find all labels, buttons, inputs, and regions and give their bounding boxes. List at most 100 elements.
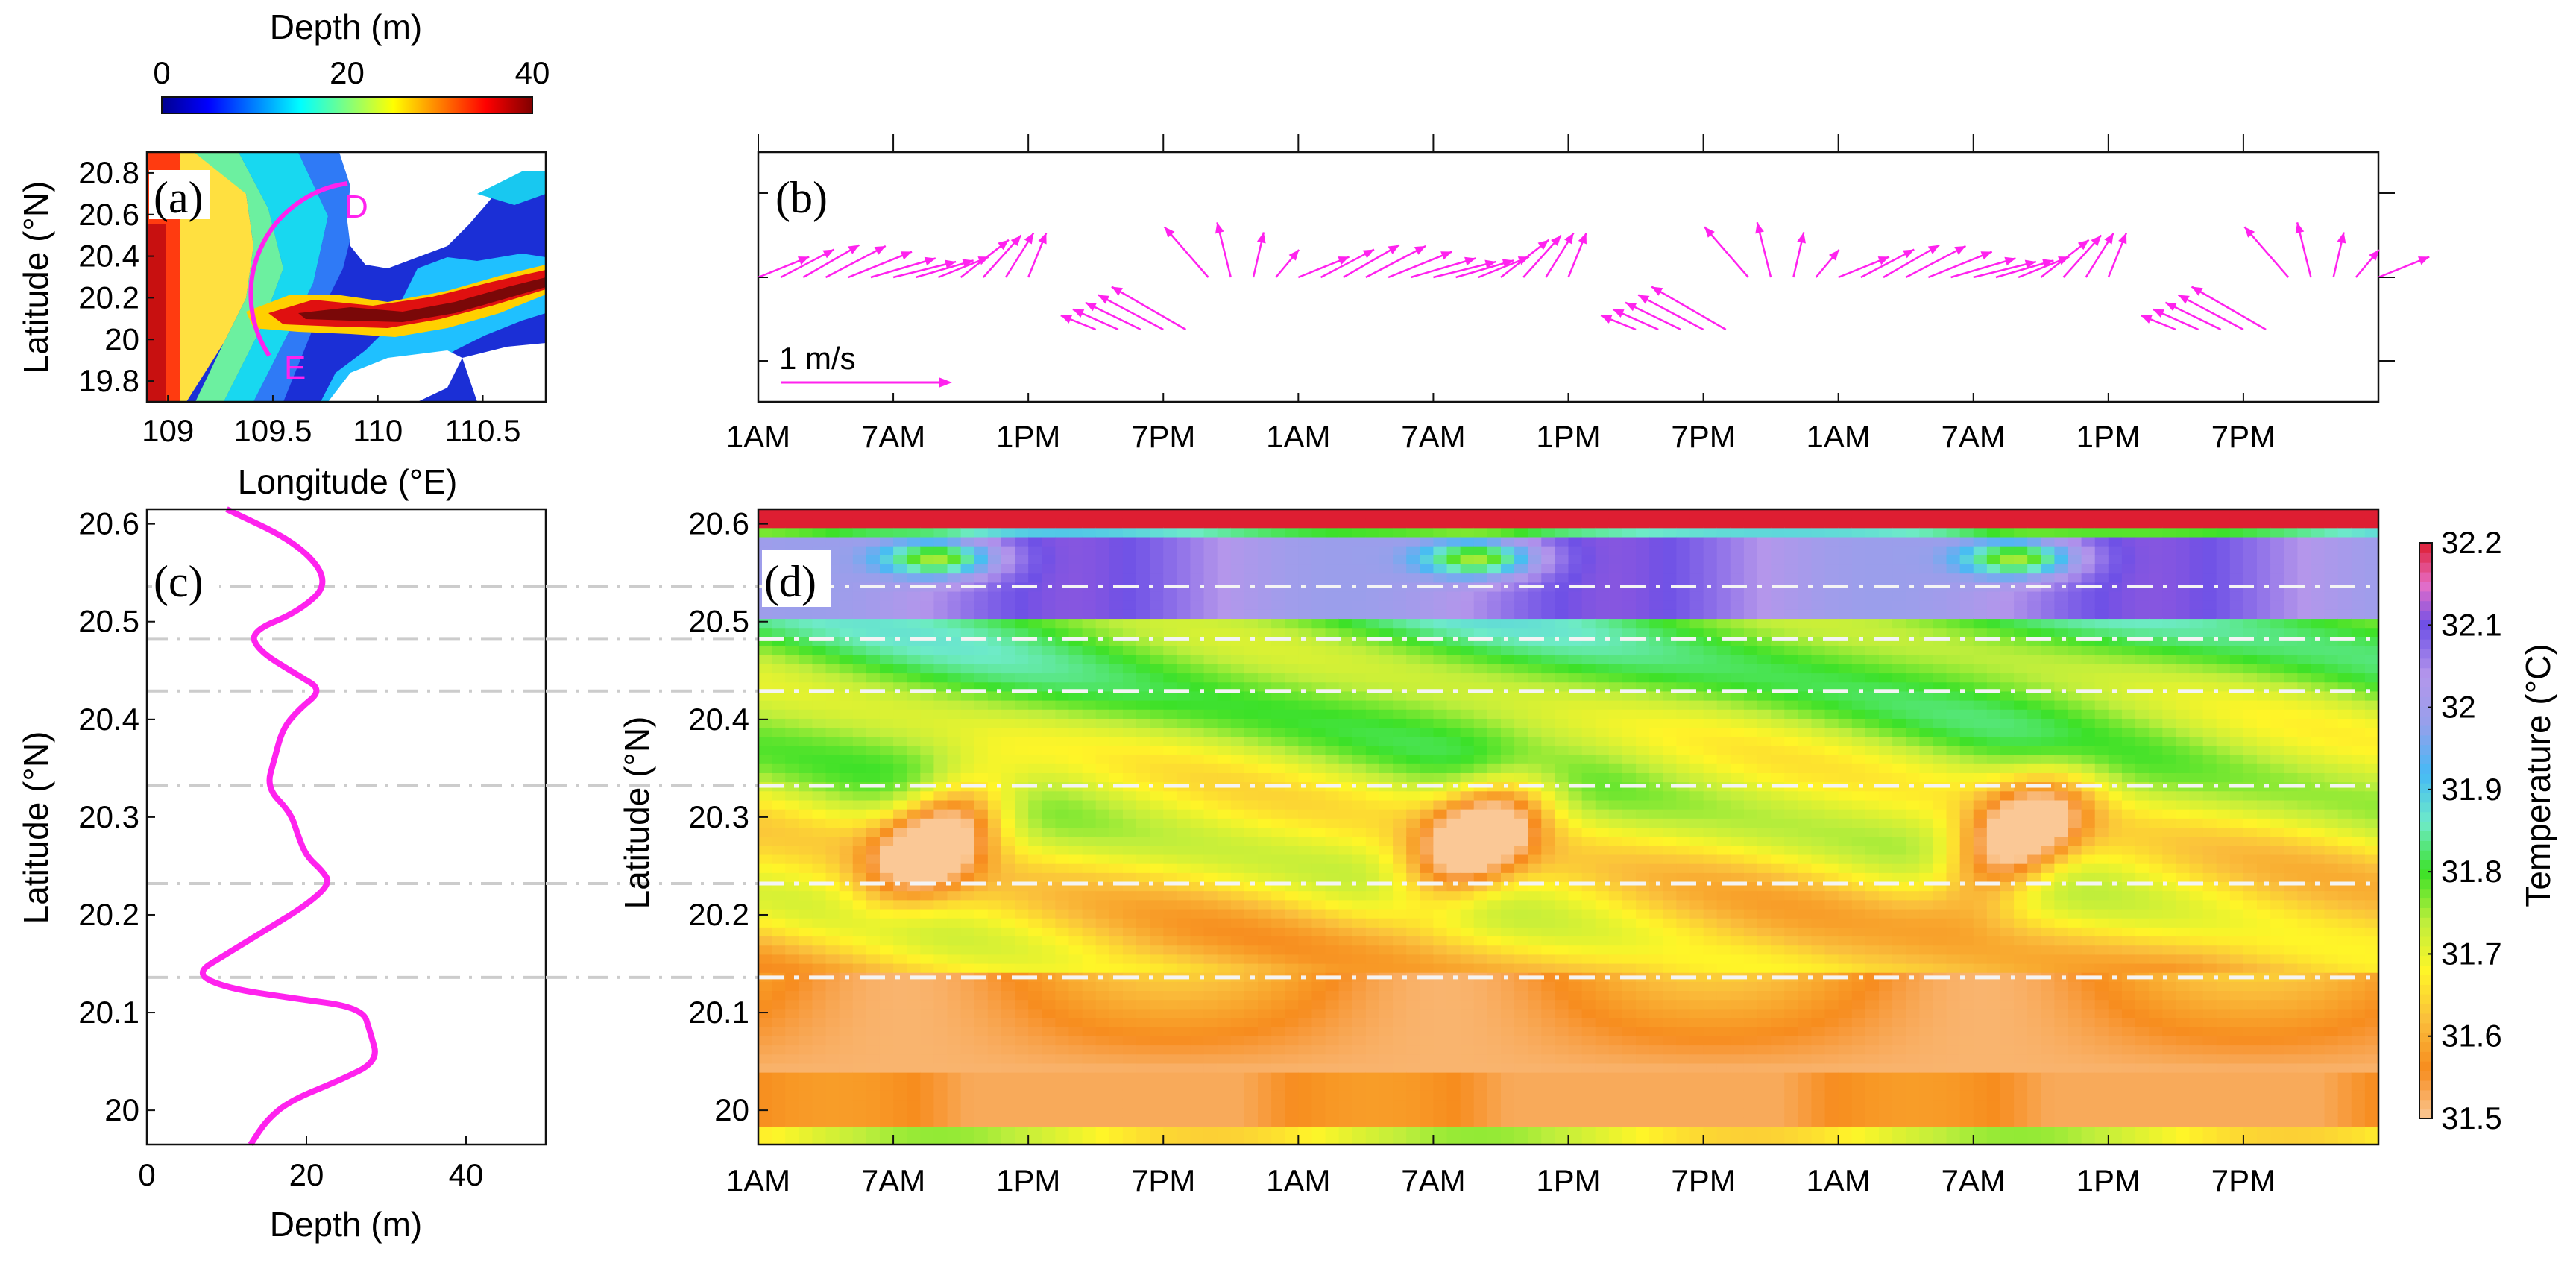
heatmap-cell [1649, 1035, 1664, 1046]
heatmap-cell [1190, 863, 1205, 873]
heatmap-cell [879, 690, 895, 701]
heatmap-cell [1473, 1008, 1488, 1018]
heatmap-cell [1406, 917, 1421, 928]
heatmap-cell [1109, 564, 1124, 574]
heatmap-cell [1365, 736, 1380, 746]
heatmap-cell [1446, 1135, 1461, 1145]
heatmap-cell [907, 999, 922, 1010]
heatmap-cell [1028, 708, 1043, 719]
heatmap-cell [866, 1026, 881, 1036]
heatmap-cell [1109, 808, 1124, 819]
heatmap-cell [1365, 1026, 1380, 1036]
heatmap-cell [758, 1117, 773, 1127]
heatmap-cell [933, 1080, 948, 1091]
heatmap-cell [825, 872, 840, 883]
heatmap-cell [1379, 745, 1394, 755]
heatmap-cell [1581, 673, 1596, 683]
heatmap-cell [1338, 545, 1353, 555]
heatmap-cell [1122, 1080, 1138, 1091]
heatmap-cell [866, 509, 881, 520]
heatmap-cell [758, 854, 773, 864]
heatmap-cell [1473, 945, 1488, 955]
heatmap-cell [987, 717, 1002, 728]
heatmap-cell [772, 627, 787, 637]
heatmap-cell [1420, 654, 1435, 664]
heatmap-cell [825, 890, 840, 901]
heatmap-cell [1150, 954, 1165, 964]
heatmap-cell [1163, 608, 1178, 620]
heatmap-cell [947, 582, 962, 592]
heatmap-cell [1622, 1017, 1637, 1027]
heatmap-cell [879, 1026, 895, 1036]
heatmap-cell [812, 1080, 827, 1091]
heatmap-cell [1636, 808, 1651, 819]
heatmap-cell [1244, 1026, 1259, 1036]
heatmap-cell [1406, 745, 1421, 755]
heatmap-cell [893, 527, 908, 538]
heatmap-cell [1109, 717, 1124, 728]
heatmap-cell [1244, 1035, 1259, 1046]
heatmap-cell [1163, 654, 1178, 664]
heatmap-cell [1393, 1108, 1408, 1118]
heatmap-cell [1581, 836, 1596, 846]
heatmap-cell [920, 936, 935, 946]
heatmap-cell [1365, 545, 1380, 555]
heatmap-cell [1636, 727, 1651, 737]
heatmap-cell [1473, 917, 1488, 928]
heatmap-cell [1365, 627, 1380, 637]
heatmap-cell [1636, 1035, 1651, 1046]
heatmap-cell [785, 608, 800, 620]
heatmap-cell [1352, 627, 1367, 637]
heatmap-cell [974, 963, 989, 973]
heatmap-cell [1514, 763, 1529, 773]
heatmap-cell [1555, 990, 1569, 1001]
heatmap-cell [1568, 654, 1583, 664]
heatmap-cell [1258, 899, 1273, 910]
heatmap-cell [1352, 1126, 1367, 1136]
heatmap-cell [799, 1117, 813, 1127]
heatmap-cell [1244, 663, 1259, 674]
heatmap-cell [1015, 618, 1030, 629]
heatmap-cell [772, 690, 787, 701]
heatmap-cell [947, 1080, 962, 1091]
heatmap-cell [1649, 745, 1664, 755]
heatmap-cell [947, 708, 962, 719]
heatmap-cell [1055, 1108, 1070, 1118]
heatmap-cell [1042, 790, 1056, 801]
heatmap-cell [1663, 1126, 1678, 1136]
heatmap-cell [1298, 554, 1313, 565]
heatmap-cell [1122, 980, 1138, 992]
heatmap-cell [1095, 554, 1110, 565]
heatmap-cell [1473, 899, 1488, 910]
heatmap-cell [1393, 582, 1408, 592]
heatmap-cell [1555, 808, 1569, 819]
heatmap-cell [1177, 545, 1191, 555]
heatmap-cell [987, 945, 1002, 955]
heatmap-cell [1244, 863, 1259, 873]
heatmap-cell [1379, 1026, 1394, 1036]
heatmap-cell [1082, 936, 1097, 946]
heatmap-cell [1055, 518, 1070, 529]
heatmap-cell [1433, 536, 1448, 547]
heatmap-cell [1082, 608, 1097, 620]
heatmap-cell [1514, 845, 1529, 855]
heatmap-cell [1217, 717, 1232, 728]
heatmap-cell [1568, 936, 1583, 946]
heatmap-cell [1095, 673, 1110, 683]
heatmap-cell [960, 1126, 975, 1136]
heatmap-cell [1541, 1117, 1556, 1127]
heatmap-cell [933, 1135, 948, 1145]
heatmap-cell [1136, 908, 1151, 919]
heatmap-cell [1581, 681, 1596, 692]
heatmap-cell [879, 872, 895, 883]
heatmap-cell [933, 627, 948, 637]
heatmap-cell [799, 509, 813, 520]
heatmap-cell [1555, 699, 1569, 710]
heatmap-cell [1285, 863, 1300, 873]
heatmap-cell [1001, 908, 1016, 919]
heatmap-cell [1379, 727, 1394, 737]
heatmap-cell [907, 727, 922, 737]
heatmap-cell [1109, 618, 1124, 629]
heatmap-cell [1460, 954, 1475, 964]
heatmap-cell [1230, 509, 1245, 520]
